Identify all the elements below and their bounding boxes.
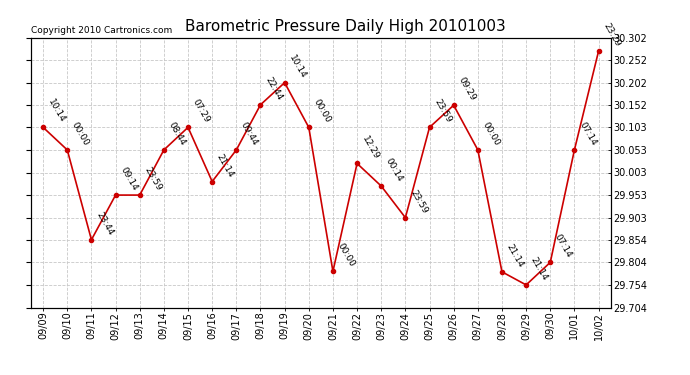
Text: 08:44: 08:44 bbox=[167, 120, 187, 147]
Text: 07:14: 07:14 bbox=[578, 120, 598, 147]
Text: 21:14: 21:14 bbox=[529, 255, 549, 282]
Text: 23:29: 23:29 bbox=[602, 22, 622, 48]
Text: Copyright 2010 Cartronics.com: Copyright 2010 Cartronics.com bbox=[31, 26, 172, 35]
Text: 00:00: 00:00 bbox=[312, 98, 333, 124]
Text: 00:00: 00:00 bbox=[336, 242, 357, 268]
Text: 21:14: 21:14 bbox=[215, 152, 235, 179]
Text: 10:14: 10:14 bbox=[288, 53, 308, 80]
Text: 09:14: 09:14 bbox=[119, 165, 139, 192]
Text: 07:14: 07:14 bbox=[553, 233, 573, 260]
Text: 23:59: 23:59 bbox=[143, 165, 163, 192]
Text: 00:00: 00:00 bbox=[70, 120, 91, 147]
Text: 07:29: 07:29 bbox=[191, 98, 211, 124]
Text: Barometric Pressure Daily High 20101003: Barometric Pressure Daily High 20101003 bbox=[185, 19, 505, 34]
Text: 00:14: 00:14 bbox=[384, 156, 404, 183]
Text: 09:44: 09:44 bbox=[239, 120, 259, 147]
Text: 00:00: 00:00 bbox=[481, 120, 502, 147]
Text: 23:44: 23:44 bbox=[95, 210, 115, 237]
Text: 21:14: 21:14 bbox=[505, 242, 525, 269]
Text: 12:29: 12:29 bbox=[360, 134, 380, 161]
Text: 23:59: 23:59 bbox=[433, 98, 453, 124]
Text: 23:59: 23:59 bbox=[408, 188, 428, 215]
Text: 22:44: 22:44 bbox=[264, 75, 284, 102]
Text: 09:29: 09:29 bbox=[457, 76, 477, 102]
Text: 10:14: 10:14 bbox=[46, 98, 66, 124]
